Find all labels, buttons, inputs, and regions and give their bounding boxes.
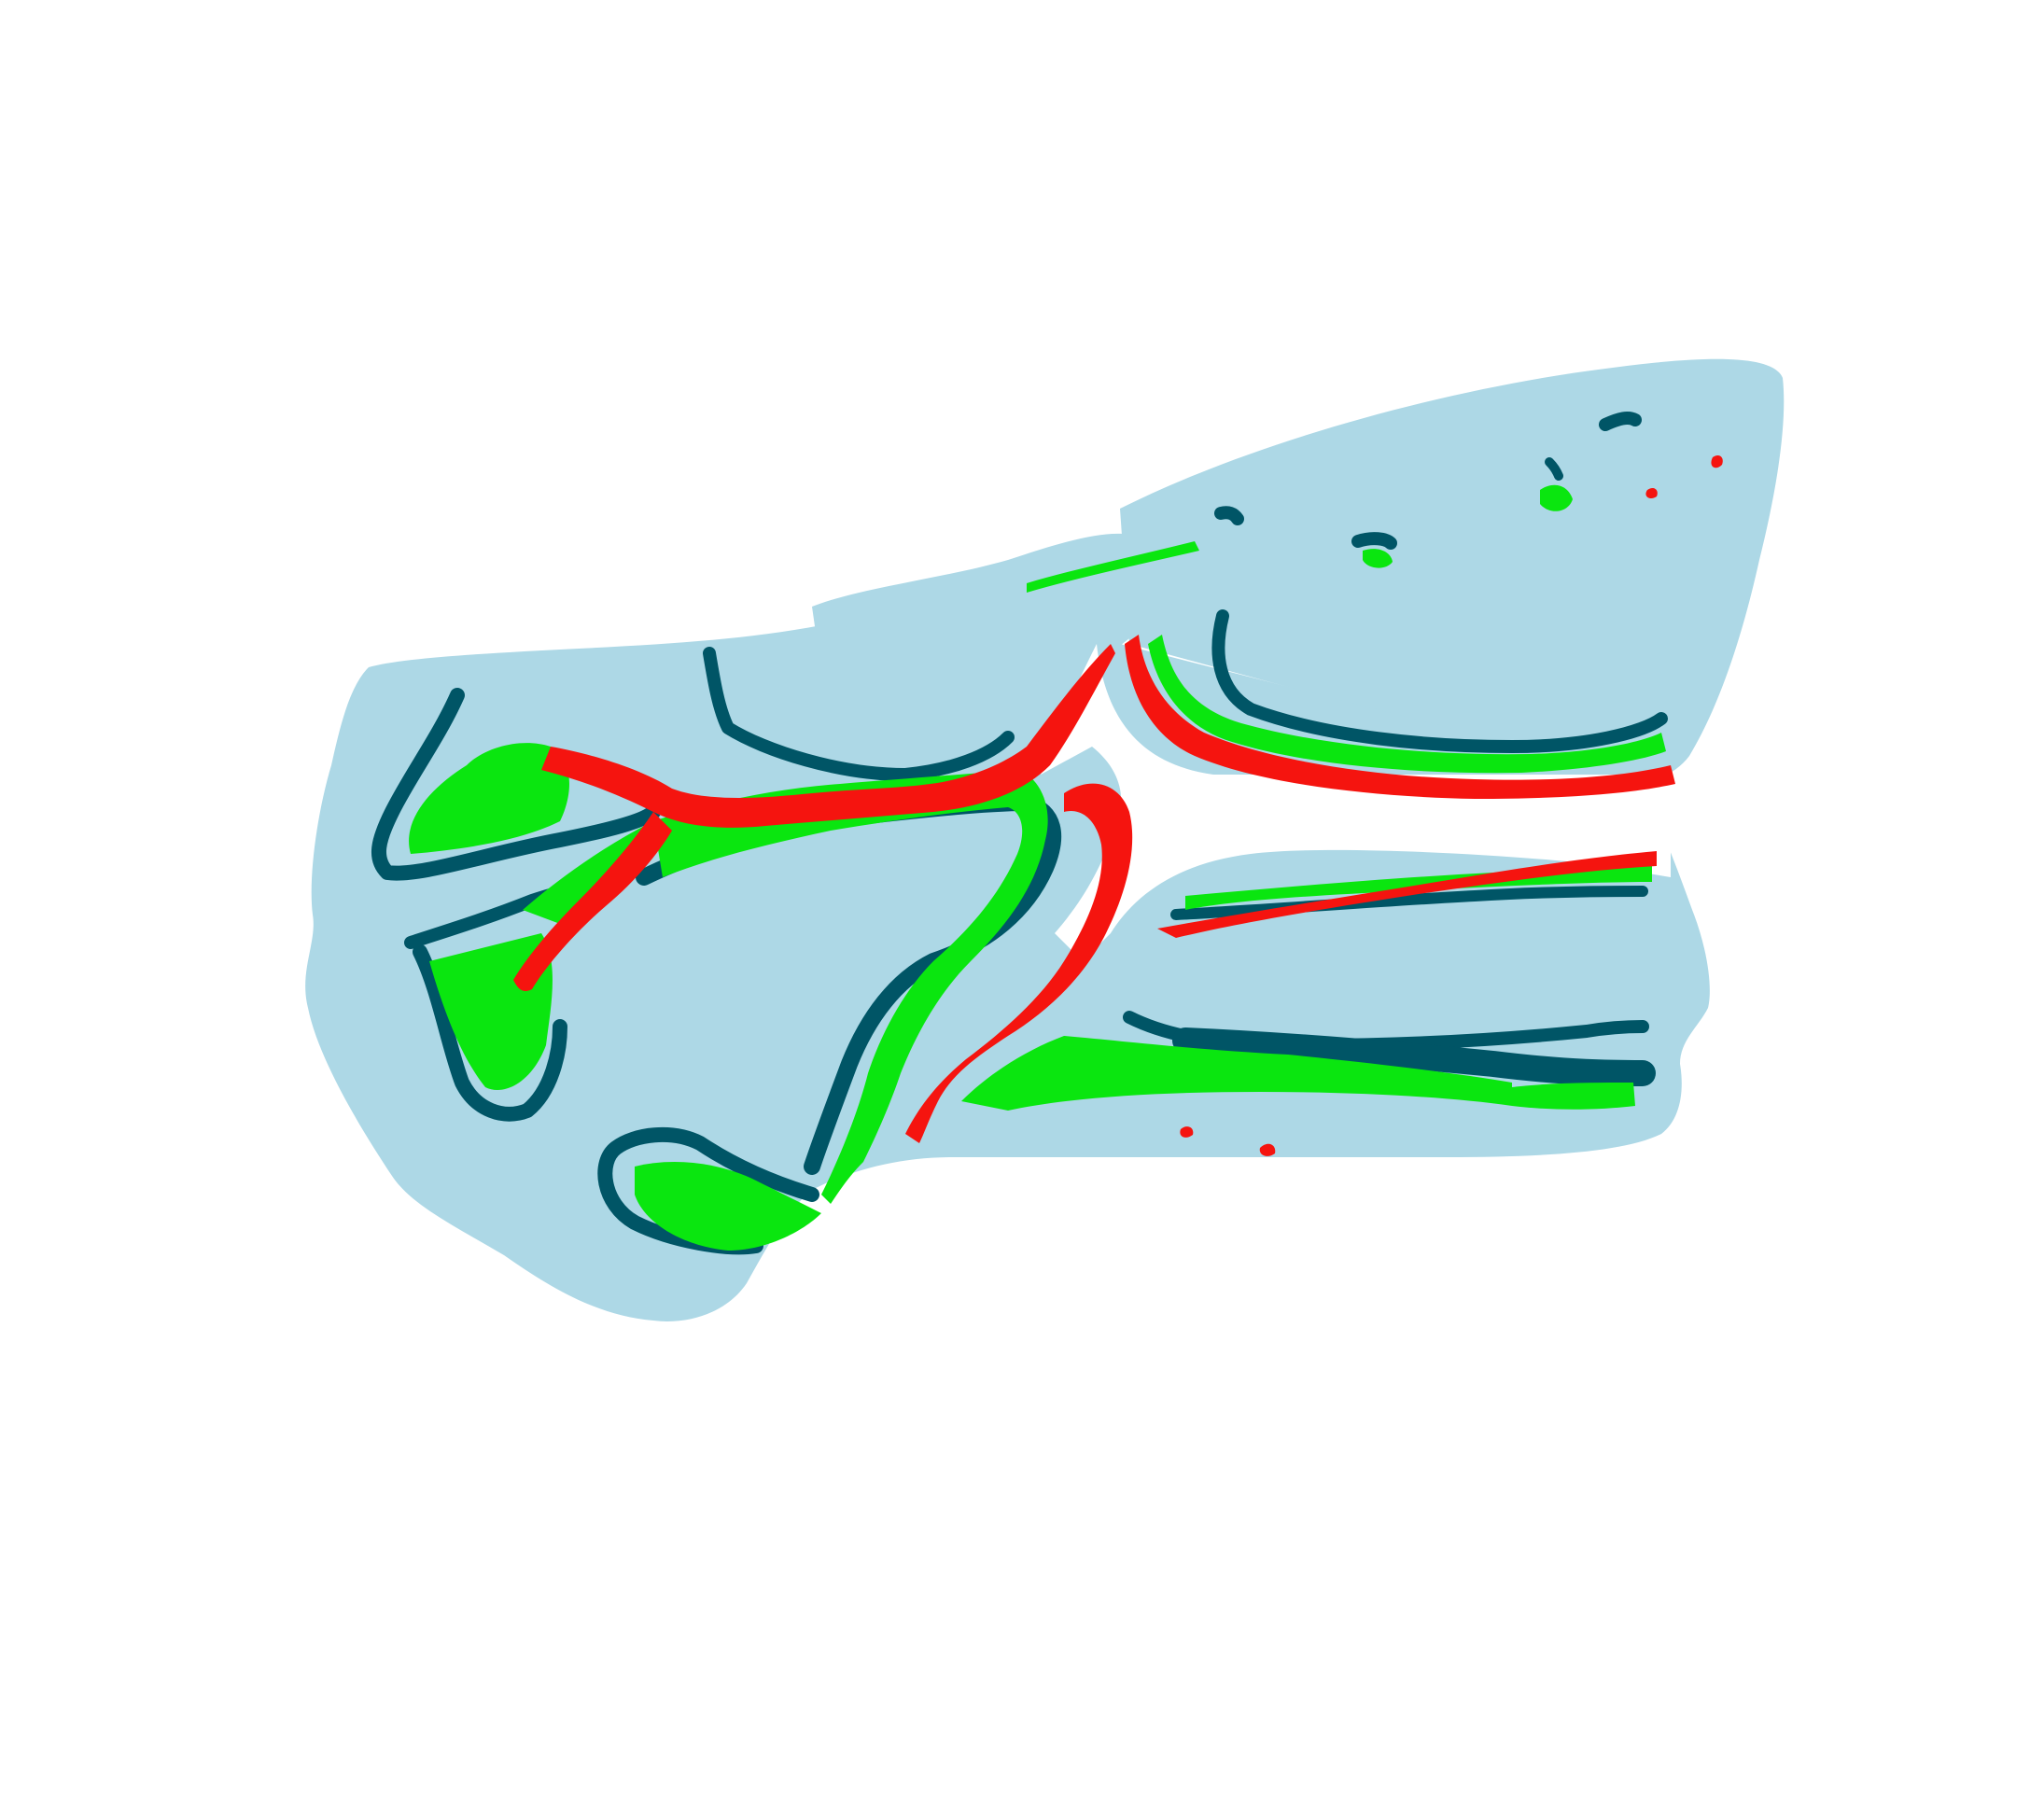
border-speck-1 (1599, 411, 1642, 431)
border-left-outer (371, 688, 661, 881)
green-strip-top (1027, 541, 1199, 593)
gap-upper (1041, 644, 1671, 961)
gaps (1041, 644, 1671, 961)
green-left-patch (409, 743, 569, 854)
red-speck-3 (1259, 1143, 1276, 1156)
tissue-upper-right (1120, 358, 1785, 781)
red-speck-1 (1711, 454, 1723, 468)
red-speck-4 (1180, 1126, 1194, 1138)
border-speck-4 (1545, 457, 1563, 481)
border-bands (371, 411, 1668, 1255)
border-bottom-loop (597, 1126, 819, 1255)
green-bottom-blob (635, 1162, 821, 1251)
red-speck-2 (1645, 487, 1658, 499)
green-speck-2 (1363, 549, 1393, 568)
red-upper-right-band (1125, 635, 1675, 799)
red-central (905, 783, 1133, 1143)
border-lower-left (413, 944, 567, 1122)
red-right-top (1157, 851, 1657, 938)
red-left-arm (541, 644, 1115, 828)
red-diagonal (513, 812, 672, 991)
green-right-end (1512, 1083, 1635, 1110)
border-speck-3 (1351, 532, 1397, 550)
green-upper-right-band (1148, 635, 1666, 774)
green-right-band (961, 1036, 1512, 1111)
border-speck-2 (1214, 506, 1244, 525)
border-upper-right-arc (1211, 609, 1668, 753)
border-top-arc (703, 647, 1015, 781)
border-right-lower (1172, 1027, 1656, 1086)
red-layer (513, 454, 1723, 1156)
green-speck-1 (1540, 484, 1573, 511)
border-right-upper (1170, 886, 1648, 920)
